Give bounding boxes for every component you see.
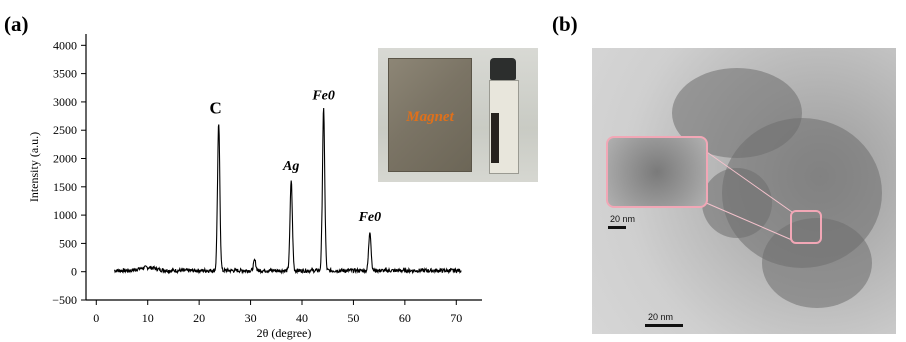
panel-label-b: (b) (552, 12, 578, 36)
y-tick-label: 1000 (53, 208, 77, 222)
vial-cap (490, 58, 516, 80)
peak-label: Ag (282, 159, 299, 174)
scale-label-inset: 20 nm (610, 214, 636, 224)
peak-label: C (210, 98, 222, 117)
x-tick-label: 50 (347, 311, 359, 325)
x-tick-label: 10 (142, 311, 154, 325)
y-tick-label: 3000 (53, 95, 77, 109)
zoom-inset (606, 136, 708, 208)
x-tick-label: 20 (193, 311, 205, 325)
y-tick-label: 1500 (53, 180, 77, 194)
sample-vial (488, 58, 519, 174)
zoom-region-marker (790, 210, 822, 244)
peak-label: Fe0 (311, 88, 335, 103)
vial-body (489, 80, 519, 174)
xrd-pattern-line (113, 107, 462, 275)
nanoparticle-cluster (762, 218, 872, 308)
x-tick-label: 30 (245, 311, 257, 325)
y-axis-label: Intensity (a.u.) (27, 132, 41, 202)
y-tick-label: 3500 (53, 67, 77, 81)
y-tick-label: −500 (52, 293, 77, 307)
scale-label-main: 20 nm (648, 312, 674, 322)
magnet-block: Magnet (388, 58, 472, 172)
chart-ticks: −500 0 500 1000 1500 2000 2500 3000 3500 4000 0 10 2… (52, 38, 462, 325)
attracted-particles (491, 113, 499, 163)
scale-bar-inset (608, 226, 626, 229)
y-tick-label: 2500 (53, 123, 77, 137)
peak-label: Fe0 (358, 210, 382, 225)
x-tick-label: 0 (93, 311, 99, 325)
chart-axes (85, 34, 482, 301)
magnet-label: Magnet (406, 109, 454, 125)
panel-label-a: (a) (4, 12, 29, 36)
y-tick-label: 0 (71, 265, 77, 279)
x-tick-label: 70 (450, 311, 462, 325)
scale-bar-main (645, 324, 683, 327)
x-tick-label: 60 (399, 311, 411, 325)
magnet-photo-inset: Magnet (378, 48, 538, 182)
x-tick-label: 40 (296, 311, 308, 325)
peak-labels: C Ag Fe0 Fe0 (210, 88, 382, 225)
y-tick-label: 4000 (53, 38, 77, 52)
y-tick-label: 500 (59, 236, 77, 250)
y-tick-label: 2000 (53, 152, 77, 166)
x-axis-label: 2θ (degree) (257, 326, 312, 340)
